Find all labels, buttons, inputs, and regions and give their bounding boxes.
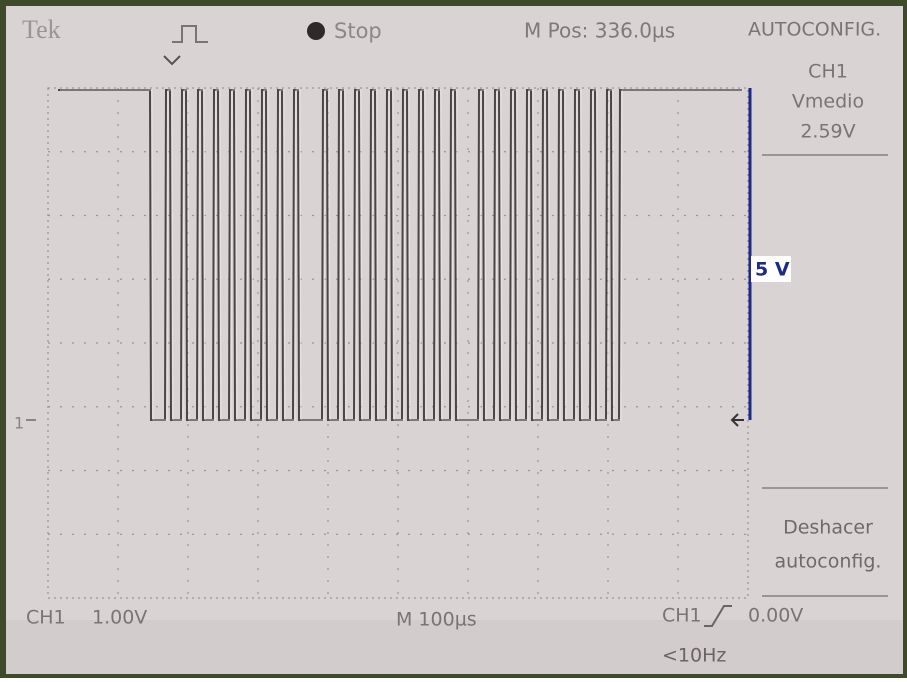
brand: Tek <box>22 15 61 44</box>
menu-undo: autoconfig. <box>775 551 882 573</box>
trigger-channel: CH1 <box>662 605 702 627</box>
volts-per-div: 1.00V <box>92 607 147 629</box>
menu-measure-value: 2.59V <box>800 121 855 143</box>
menu-measure: Vmedio <box>792 91 864 113</box>
status: Stop <box>334 19 382 43</box>
position: M Pos: 336.0µs <box>524 19 675 43</box>
menu-channel: CH1 <box>808 61 848 83</box>
trigger-level: 0.00V <box>748 605 803 627</box>
scale-label: 5 V <box>755 259 790 281</box>
time-per-div: M 100µs <box>396 609 477 631</box>
menu-undo: Deshacer <box>783 517 873 539</box>
oscilloscope-screen: Tek Stop M Pos: 336.0µs AUTOCONFIG. CH1 … <box>0 0 907 678</box>
status-dot <box>307 22 325 40</box>
menu-title: AUTOCONFIG. <box>748 19 881 41</box>
frequency: <10Hz <box>662 645 726 667</box>
ground-marker: 1 <box>14 414 24 433</box>
footer-channel: CH1 <box>26 607 66 629</box>
